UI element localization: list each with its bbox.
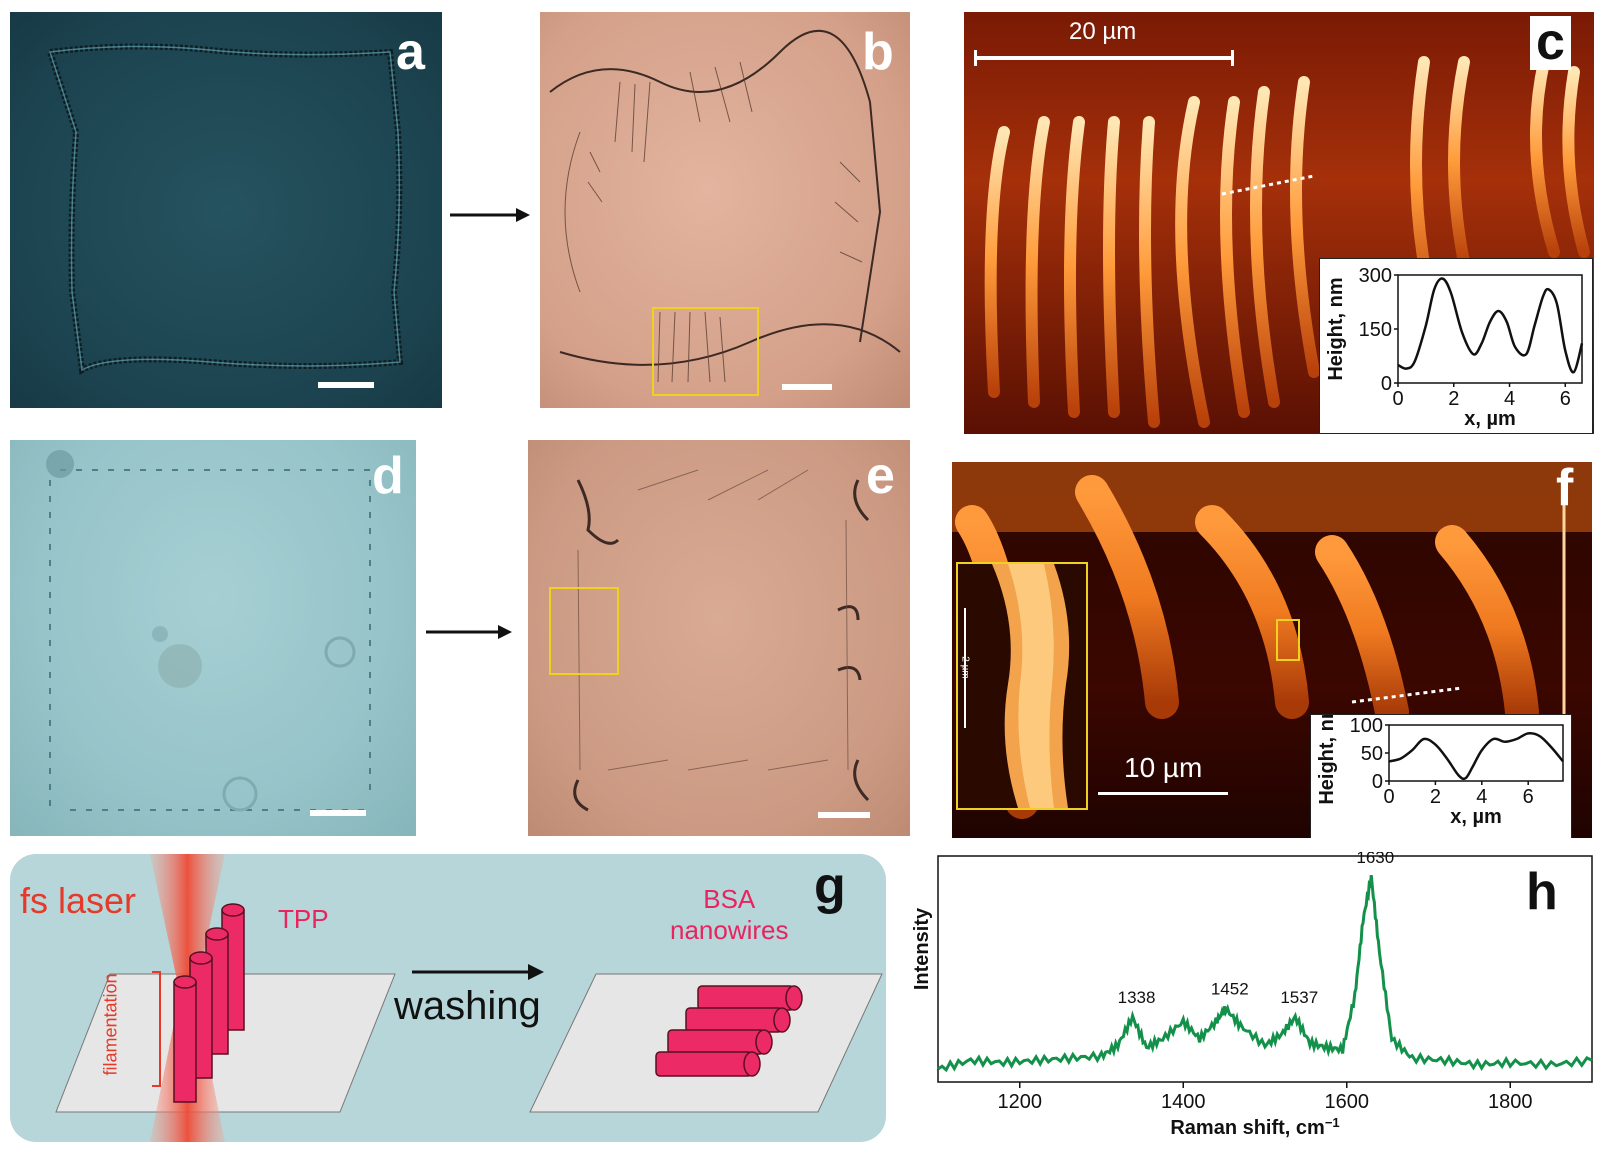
scale-bar bbox=[310, 810, 366, 816]
filamentation-label: filamentation bbox=[100, 973, 121, 1076]
tpp-pillars bbox=[173, 903, 245, 1103]
bsa-label: BSA nanowires bbox=[670, 884, 789, 946]
filamentation-bracket bbox=[152, 971, 161, 1087]
panel-b-image bbox=[549, 29, 901, 396]
fs-laser-label: fs laser bbox=[20, 880, 137, 921]
panel-e: e bbox=[528, 440, 910, 836]
panel-d-image bbox=[46, 450, 371, 812]
panel-a: a bbox=[10, 12, 442, 408]
x-tick-label: 0 bbox=[1392, 388, 1403, 410]
washing-arrow bbox=[412, 964, 544, 980]
panel-f-zoom-inset: 2 µm bbox=[956, 562, 1088, 810]
zoom-scale-bar bbox=[964, 608, 966, 728]
y-tick-label: 0 bbox=[1372, 771, 1383, 793]
y-tick-label: 100 bbox=[1350, 715, 1383, 737]
x-tick-label: 1400 bbox=[1161, 1091, 1206, 1113]
y-tick-label: 300 bbox=[1359, 265, 1392, 287]
panel-h: 1200 1400 1600 1800 1338 1452 1537 1630 Raman sh… bbox=[908, 852, 1600, 1150]
scale-text-10um: 10 µm bbox=[1124, 752, 1203, 783]
x-axis-label: x, µm bbox=[1464, 408, 1516, 430]
y-tick-label: 50 bbox=[1361, 743, 1383, 765]
panel-label-c: c bbox=[1530, 16, 1571, 70]
x-tick-label: 2 bbox=[1430, 786, 1441, 808]
scale-text-20um: 20 µm bbox=[1069, 18, 1137, 45]
x-axis-label: x, µm bbox=[1450, 806, 1502, 828]
x-tick-label: 6 bbox=[1560, 388, 1571, 410]
panel-f-afm-image bbox=[952, 462, 1592, 838]
zoom-scale-text: 2 µm bbox=[959, 656, 971, 679]
scale-bar bbox=[318, 382, 374, 388]
panel-label-f: f bbox=[1556, 462, 1574, 517]
profile-line bbox=[1351, 686, 1463, 704]
panel-label-d: d bbox=[372, 447, 404, 505]
panel-d: d bbox=[10, 440, 416, 836]
scale-bar-20um bbox=[974, 56, 1234, 60]
bsa-label-line1: BSA bbox=[703, 884, 756, 914]
panel-c-afm-image bbox=[984, 56, 1590, 428]
scale-bar bbox=[782, 384, 832, 390]
peak-label: 1338 bbox=[1118, 988, 1156, 1007]
panel-g-schematic bbox=[55, 854, 883, 1142]
panel-label-g: g bbox=[814, 857, 846, 915]
arrow-a-to-b bbox=[450, 205, 530, 230]
panel-g: fs laser TPP filamentation washing BSA n… bbox=[10, 854, 886, 1142]
x-axis-label-superscript: −1 bbox=[1325, 1115, 1340, 1130]
peak-label: 1537 bbox=[1280, 988, 1318, 1007]
peak-label: 1452 bbox=[1211, 980, 1249, 999]
panel-label-a: a bbox=[396, 23, 425, 81]
bsa-label-line2: nanowires bbox=[670, 915, 789, 946]
y-tick-label: 150 bbox=[1359, 319, 1392, 341]
scale-bar-tick-right bbox=[1231, 50, 1234, 66]
height-profile-line bbox=[1397, 277, 1584, 374]
x-tick-label: 4 bbox=[1476, 786, 1487, 808]
y-tick-label: 0 bbox=[1381, 373, 1392, 395]
bsa-nanowires bbox=[655, 985, 803, 1077]
panel-label-h: h bbox=[1526, 863, 1558, 921]
panel-label-b: b bbox=[862, 23, 894, 81]
arrow-d-to-e bbox=[426, 622, 512, 647]
panel-f-height-profile-inset: 0 50 100 0 2 4 6 x, µm Height, nm bbox=[1310, 701, 1572, 838]
region-highlight-box bbox=[1276, 619, 1300, 661]
scale-bar-tick-left bbox=[974, 50, 977, 66]
region-highlight-box bbox=[652, 307, 759, 396]
x-tick-label: 1600 bbox=[1325, 1091, 1370, 1113]
panel-b: b bbox=[540, 12, 910, 408]
region-highlight-box bbox=[549, 587, 619, 675]
panel-c: 20 µm c 0 150 300 0 2 4 6 x, µm Height, nm bbox=[964, 12, 1594, 434]
washing-label: washing bbox=[394, 984, 541, 1028]
raman-spectrum-line bbox=[937, 875, 1593, 1073]
x-tick-label: 6 bbox=[1523, 786, 1534, 808]
panel-f: 2 µm 10 µm f 0 50 100 0 2 4 6 x, µm Height, nm bbox=[952, 462, 1592, 838]
height-profile-line bbox=[1388, 732, 1564, 781]
x-tick-label: 4 bbox=[1504, 388, 1515, 410]
panel-c-height-profile-inset: 0 150 300 0 2 4 6 x, µm Height, nm bbox=[1319, 258, 1593, 434]
plot-frame bbox=[937, 855, 1593, 1083]
panel-a-image bbox=[46, 43, 404, 375]
scale-bar-10um bbox=[1098, 792, 1228, 795]
y-axis-label: Height, nm bbox=[1325, 277, 1347, 380]
x-tick-label: 0 bbox=[1383, 786, 1394, 808]
panel-label-e: e bbox=[866, 447, 895, 505]
x-tick-label: 1800 bbox=[1488, 1091, 1533, 1113]
scale-bar bbox=[818, 812, 870, 818]
x-axis-label: Raman shift, cm−1 bbox=[1170, 1115, 1339, 1140]
y-axis-label: Height, nm bbox=[1316, 715, 1338, 805]
panel-e-image bbox=[549, 469, 870, 812]
x-tick-label: 2 bbox=[1448, 388, 1459, 410]
y-axis-label: Intensity bbox=[911, 907, 933, 990]
x-tick-label: 1200 bbox=[998, 1091, 1043, 1113]
peak-label: 1630 bbox=[1356, 852, 1394, 867]
tpp-label: TPP bbox=[278, 904, 329, 934]
